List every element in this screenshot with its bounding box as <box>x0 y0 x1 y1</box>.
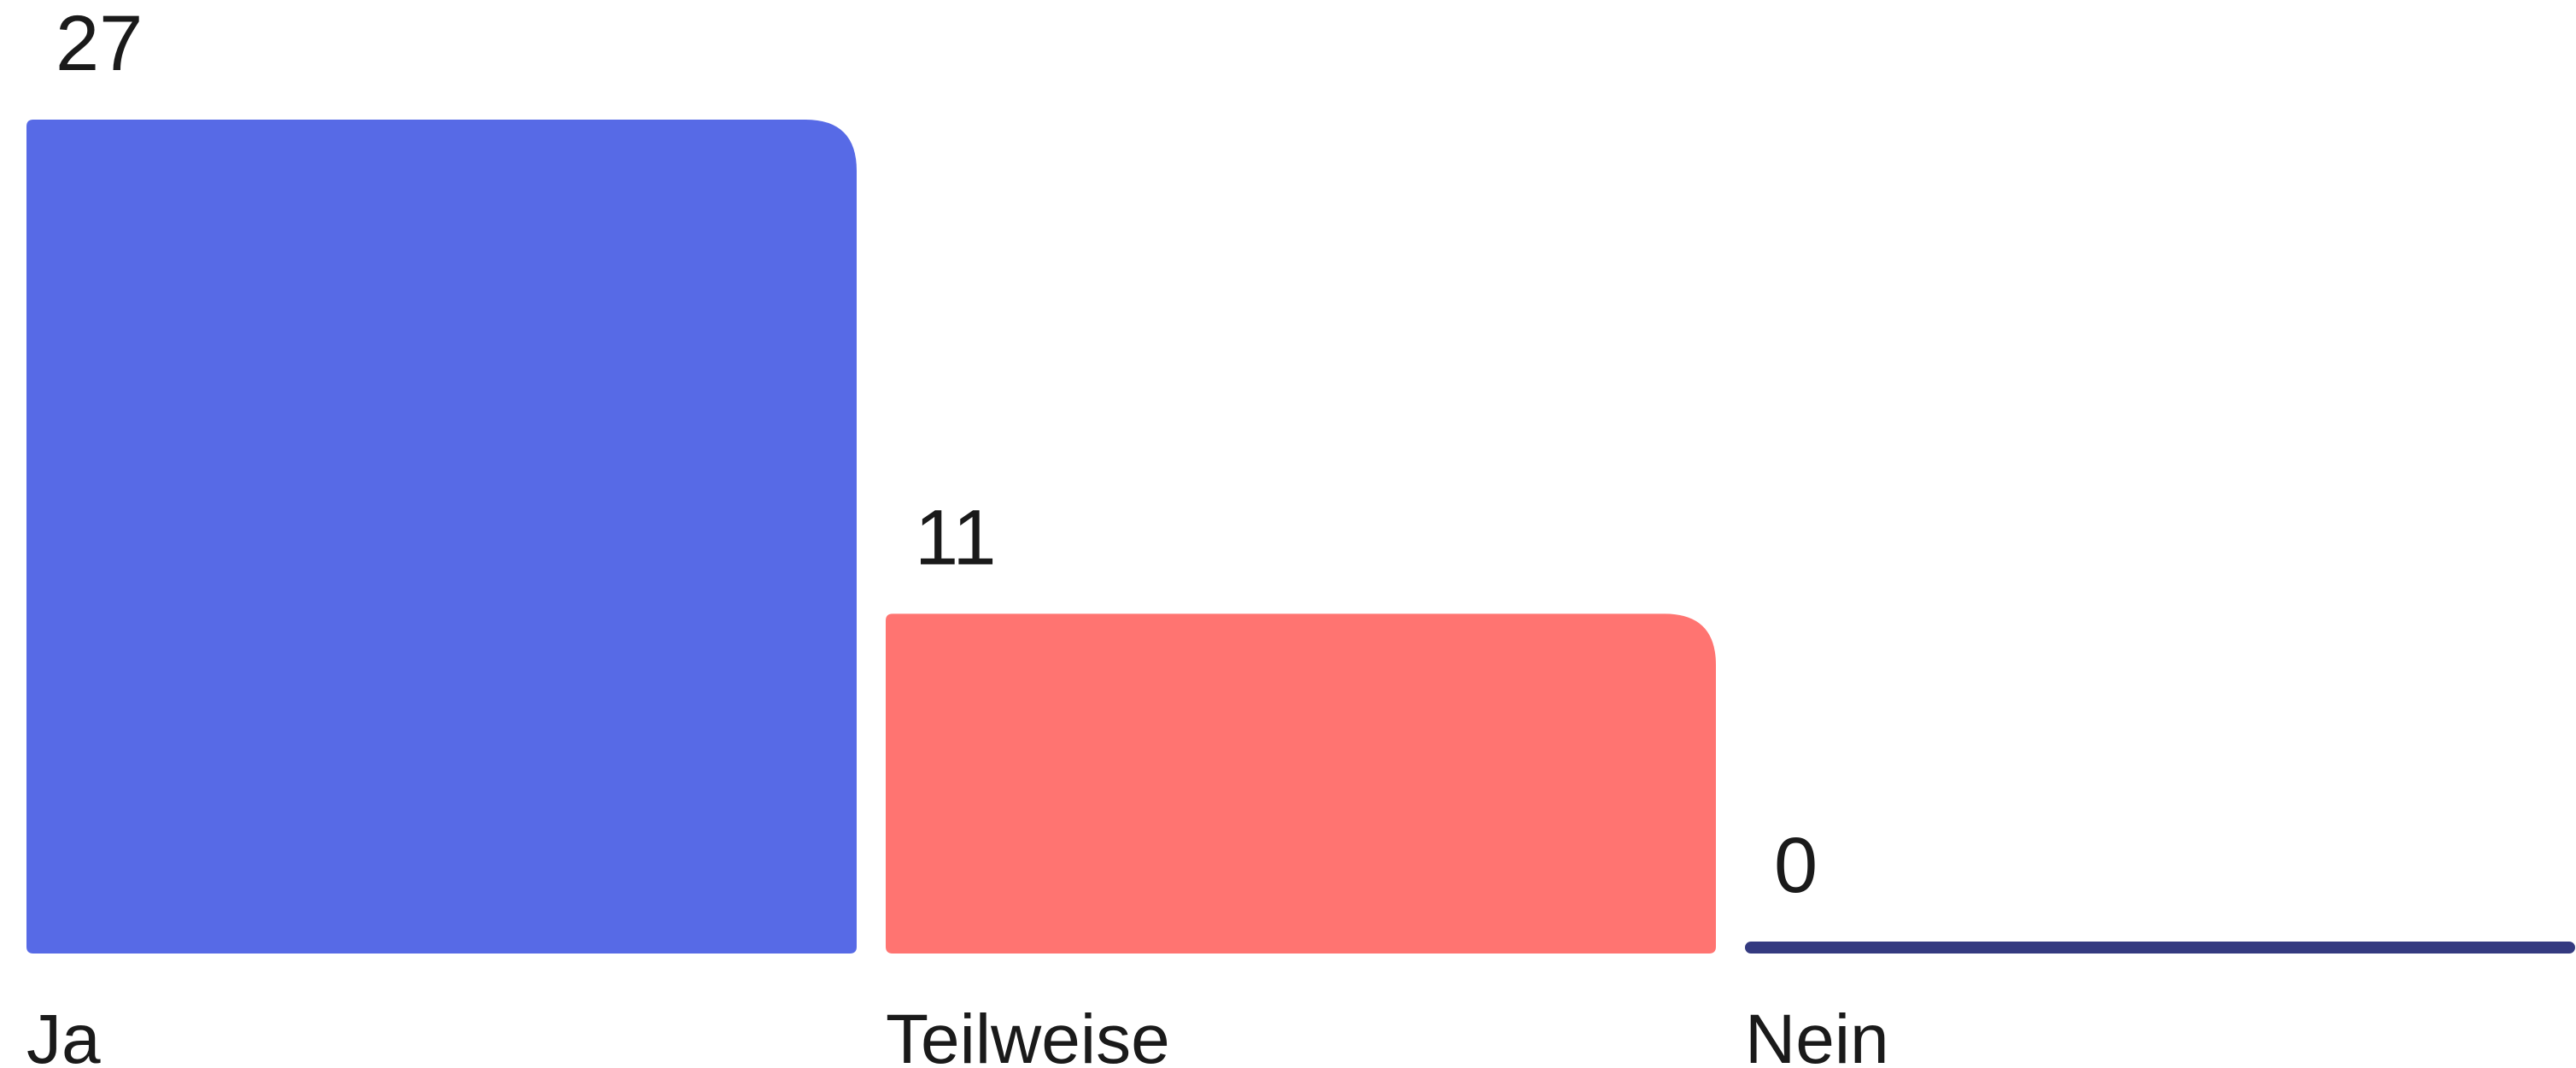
value-label-ja: 27 <box>56 0 143 87</box>
bar-nein <box>1745 942 2575 954</box>
category-labels-layer: Ja Teilweise Nein <box>26 1001 1889 1068</box>
value-label-teilweise: 11 <box>915 494 997 581</box>
category-label-ja: Ja <box>26 1001 101 1068</box>
bars-layer <box>26 120 2575 954</box>
bar-ja <box>26 120 857 954</box>
value-labels-layer: 27 11 0 <box>56 0 1818 909</box>
bar-teilweise <box>886 613 1716 954</box>
category-label-nein: Nein <box>1745 1001 1889 1068</box>
value-label-nein: 0 <box>1774 822 1818 909</box>
category-label-teilweise: Teilweise <box>886 1001 1170 1068</box>
